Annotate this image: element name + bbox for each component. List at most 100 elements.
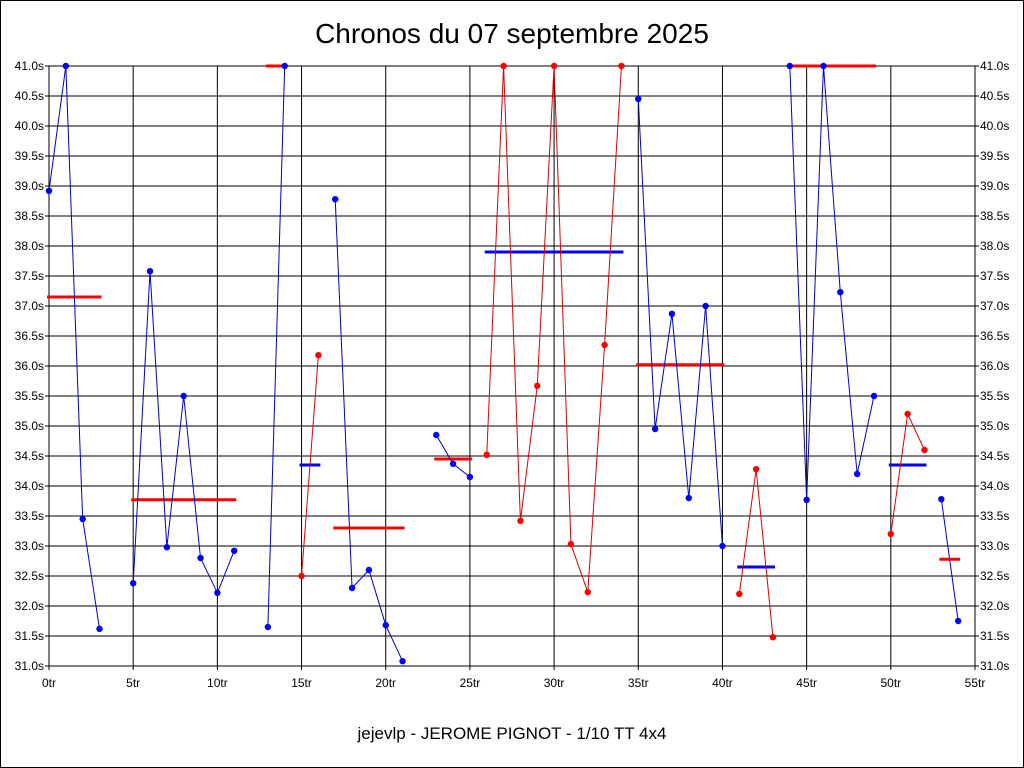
y-tick-label-right: 32.0s [980, 599, 1009, 613]
lap-point [231, 547, 238, 554]
y-tick-label-right: 40.0s [980, 119, 1009, 133]
y-tick-label-right: 36.5s [980, 329, 1009, 343]
lap-point [853, 470, 861, 478]
x-tick-label: 15tr [291, 676, 312, 690]
y-tick-label-left: 39.5s [15, 149, 44, 163]
lap-series-line [789, 65, 875, 500]
x-tick-label: 10tr [207, 676, 228, 690]
x-tick-label: 50tr [880, 676, 901, 690]
y-tick-label-left: 31.0s [15, 659, 44, 673]
y-tick-label-right: 32.5s [980, 569, 1009, 583]
lap-point [651, 425, 659, 433]
y-tick-label-right: 41.0s [980, 59, 1009, 73]
lap-point [197, 554, 204, 562]
y-tick-label-right: 40.5s [980, 89, 1009, 103]
lap-point [702, 302, 709, 310]
y-tick-label-right: 35.5s [980, 389, 1009, 403]
lap-point [938, 496, 945, 503]
y-tick-label-right: 38.0s [980, 239, 1009, 253]
y-tick-label-right: 34.5s [980, 449, 1009, 463]
y-tick-label-left: 38.5s [15, 209, 44, 223]
lap-point [786, 62, 793, 70]
lap-series-line [637, 98, 723, 547]
y-tick-label-right: 37.0s [980, 299, 1009, 313]
lap-point [752, 466, 760, 473]
y-tick-label-left: 34.5s [15, 449, 44, 463]
y-tick-label-right: 35.0s [980, 419, 1009, 433]
lap-point [214, 589, 221, 596]
lap-point [483, 451, 490, 458]
lap-point [163, 544, 171, 551]
y-tick-label-left: 36.0s [15, 359, 44, 373]
x-tick-label: 20tr [375, 676, 396, 690]
lap-point [685, 494, 692, 502]
lap-point [921, 446, 928, 454]
lap-point [315, 352, 322, 359]
lap-series-line [48, 65, 101, 629]
x-tick-label: 35tr [628, 676, 649, 690]
y-tick-label-left: 37.5s [15, 269, 44, 283]
lap-point [399, 658, 406, 665]
lap-point [298, 572, 305, 580]
y-tick-label-right: 33.0s [980, 539, 1009, 553]
lap-point [887, 530, 895, 538]
lap-point [584, 589, 591, 596]
y-tick-label-right: 36.0s [980, 359, 1009, 373]
lap-series-line [738, 469, 774, 638]
lap-point [837, 289, 844, 296]
lap-point [500, 62, 507, 70]
lap-point [769, 634, 777, 641]
chart-title: Chronos du 07 septembre 2025 [315, 18, 709, 49]
lap-point [449, 460, 457, 467]
lap-point [719, 542, 726, 550]
x-tick-label: 55tr [965, 676, 986, 690]
x-tick-label: 40tr [712, 676, 733, 690]
lap-point [635, 95, 642, 103]
y-tick-label-left: 32.0s [15, 599, 44, 613]
lap-point [466, 473, 474, 481]
lap-series-line [301, 355, 319, 577]
lap-point [45, 187, 53, 194]
lap-point [736, 590, 743, 598]
y-tick-label-right: 34.0s [980, 479, 1009, 493]
x-tick-label: 25tr [460, 676, 481, 690]
lap-point [79, 515, 86, 523]
lap-point [96, 625, 103, 632]
lap-point [601, 341, 608, 349]
lap-point [870, 392, 878, 400]
lap-point [550, 62, 558, 70]
y-tick-label-left: 35.0s [15, 419, 44, 433]
y-tick-label-right: 38.5s [980, 209, 1009, 223]
chart-subtitle: jejevlp - JEROME PIGNOT - 1/10 TT 4x4 [357, 724, 667, 743]
plot-area-border [48, 65, 976, 667]
y-tick-label-right: 31.5s [980, 629, 1009, 643]
y-tick-label-left: 40.0s [15, 119, 44, 133]
lap-point [668, 310, 676, 317]
y-tick-label-left: 41.0s [15, 59, 44, 73]
y-tick-label-left: 37.0s [15, 299, 44, 313]
lap-series-line [267, 65, 286, 628]
lap-series-line [940, 499, 959, 622]
y-tick-label-right: 39.5s [980, 149, 1009, 163]
y-tick-label-left: 40.5s [15, 89, 44, 103]
lap-point [433, 431, 440, 439]
lap-point [264, 623, 272, 631]
y-tick-label-left: 32.5s [15, 569, 44, 583]
y-tick-label-right: 31.0s [980, 659, 1009, 673]
lap-series-line [132, 271, 235, 595]
y-tick-label-left: 38.0s [15, 239, 44, 253]
lap-point [146, 268, 154, 275]
y-tick-label-left: 35.5s [15, 389, 44, 403]
x-tick-label: 30tr [544, 676, 565, 690]
x-tick-label: 0tr [42, 676, 56, 690]
y-tick-label-left: 39.0s [15, 179, 44, 193]
lap-point [820, 62, 827, 70]
lap-point [348, 584, 356, 592]
lap-point [382, 622, 389, 629]
y-tick-label-left: 31.5s [15, 629, 44, 643]
lap-point [904, 410, 911, 418]
lap-point [180, 392, 187, 400]
lap-series-line [334, 199, 404, 662]
y-tick-label-left: 33.5s [15, 509, 44, 523]
